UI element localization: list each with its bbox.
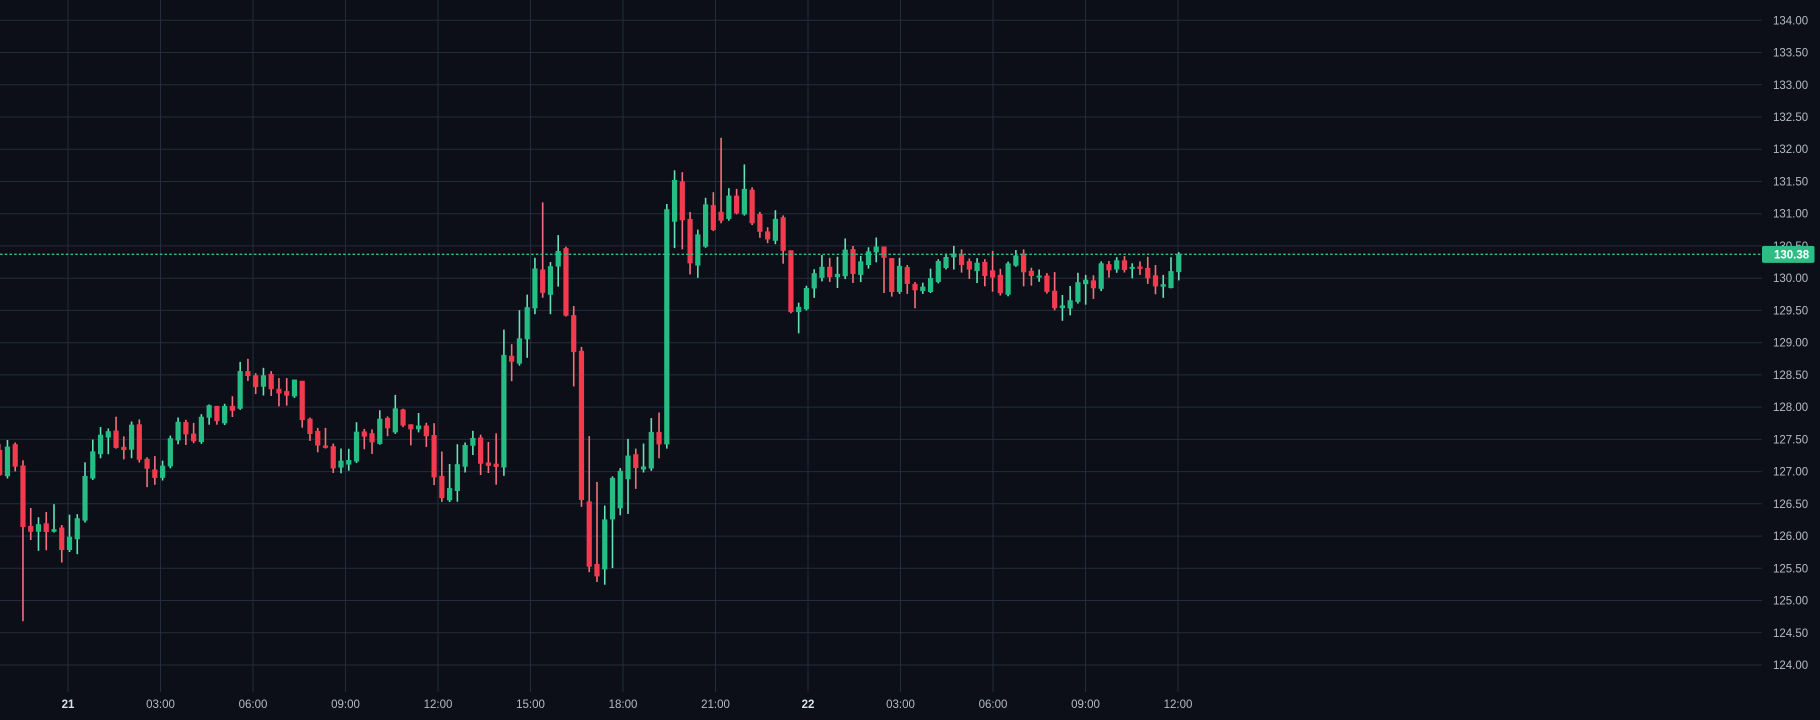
svg-text:133.50: 133.50: [1773, 48, 1808, 60]
svg-text:128.00: 128.00: [1773, 402, 1808, 414]
svg-text:127.00: 127.00: [1773, 467, 1808, 479]
svg-text:21:00: 21:00: [701, 699, 730, 711]
svg-text:22: 22: [802, 699, 815, 711]
svg-text:128.50: 128.50: [1773, 370, 1808, 382]
svg-text:130.00: 130.00: [1773, 273, 1808, 285]
svg-text:133.00: 133.00: [1773, 80, 1808, 92]
svg-text:12:00: 12:00: [424, 699, 453, 711]
svg-text:03:00: 03:00: [886, 699, 915, 711]
svg-text:03:00: 03:00: [146, 699, 175, 711]
svg-text:130.38: 130.38: [1774, 250, 1810, 262]
svg-text:06:00: 06:00: [979, 699, 1008, 711]
svg-text:124.00: 124.00: [1773, 660, 1808, 672]
svg-text:132.50: 132.50: [1773, 112, 1808, 124]
svg-text:18:00: 18:00: [609, 699, 638, 711]
svg-text:126.00: 126.00: [1773, 531, 1808, 543]
svg-text:15:00: 15:00: [516, 699, 545, 711]
svg-text:09:00: 09:00: [331, 699, 360, 711]
svg-text:129.00: 129.00: [1773, 338, 1808, 350]
svg-text:131.00: 131.00: [1773, 209, 1808, 221]
svg-text:126.50: 126.50: [1773, 499, 1808, 511]
svg-text:125.00: 125.00: [1773, 596, 1808, 608]
svg-text:124.50: 124.50: [1773, 628, 1808, 640]
svg-text:134.00: 134.00: [1773, 15, 1808, 27]
svg-text:06:00: 06:00: [239, 699, 268, 711]
svg-text:21: 21: [62, 699, 75, 711]
svg-text:131.50: 131.50: [1773, 177, 1808, 189]
svg-text:12:00: 12:00: [1164, 699, 1193, 711]
svg-text:09:00: 09:00: [1071, 699, 1100, 711]
svg-text:125.50: 125.50: [1773, 563, 1808, 575]
svg-text:129.50: 129.50: [1773, 305, 1808, 317]
svg-text:127.50: 127.50: [1773, 434, 1808, 446]
svg-text:132.00: 132.00: [1773, 144, 1808, 156]
